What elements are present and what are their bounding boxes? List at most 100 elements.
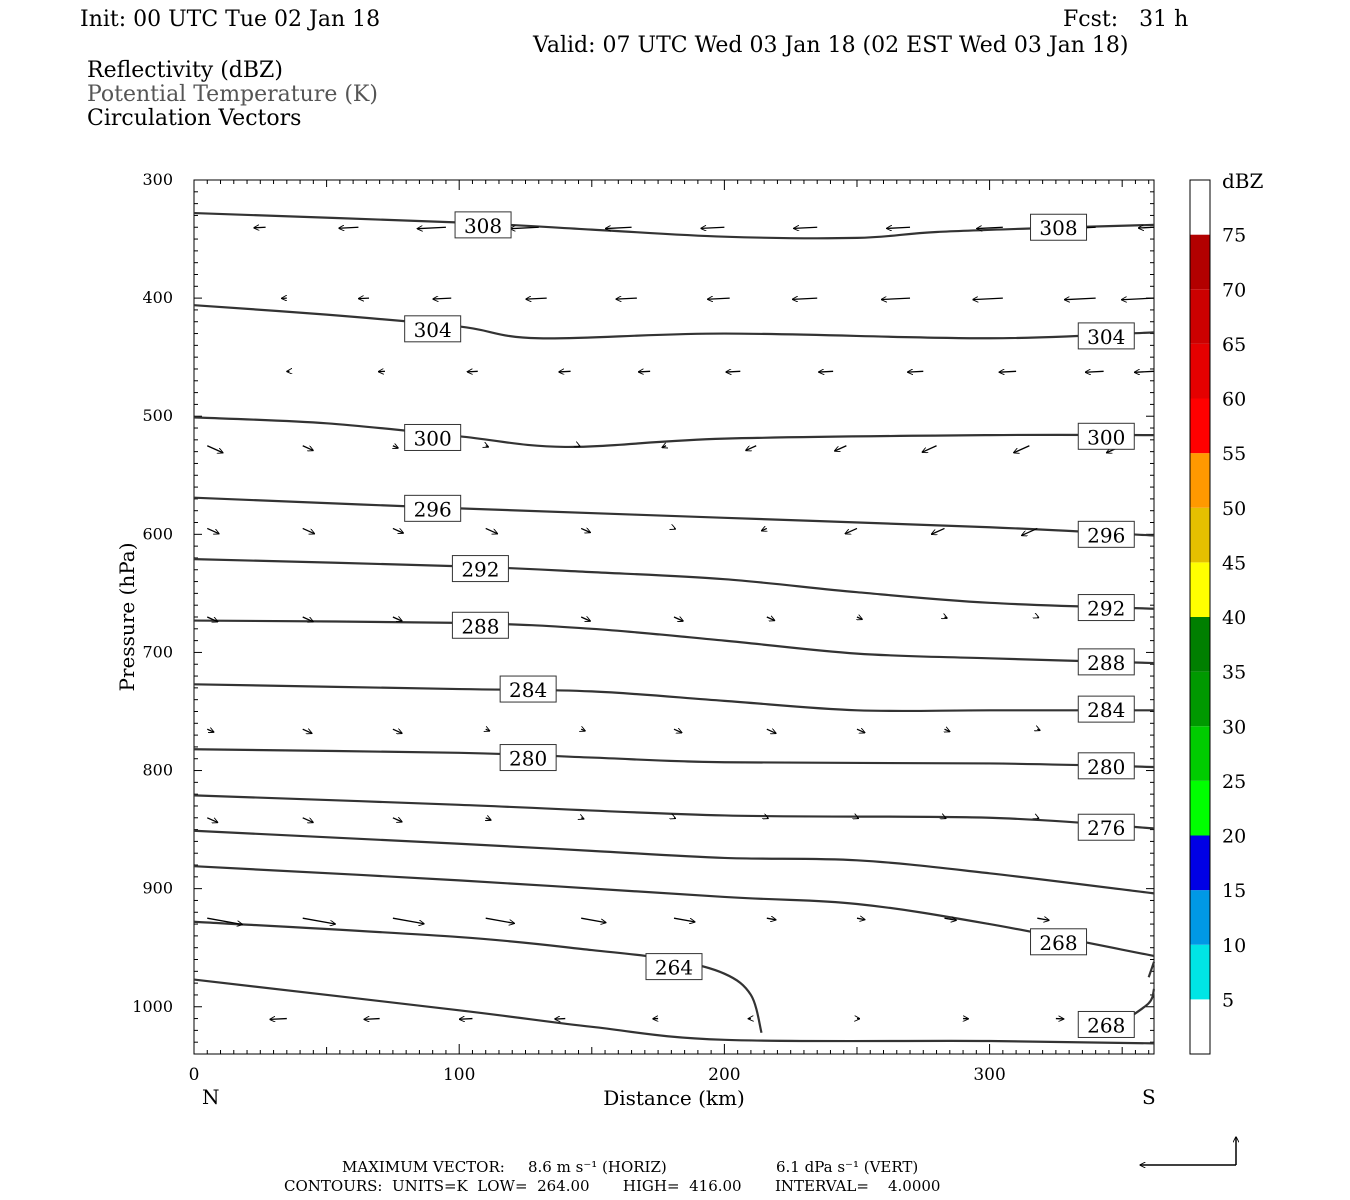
circulation-vector xyxy=(856,918,865,919)
circulation-vector xyxy=(673,917,695,922)
field-reflectivity: Reflectivity (dBZ) xyxy=(87,58,283,83)
contour-label-box xyxy=(451,555,509,583)
contour-label-box xyxy=(1077,648,1135,676)
circulation-vector xyxy=(555,1019,566,1020)
contour-label: 280 xyxy=(509,747,547,771)
contour-label-box xyxy=(1077,1010,1135,1038)
colorbar-tick-label: 70 xyxy=(1222,279,1246,301)
circulation-vector xyxy=(1085,371,1104,372)
colorbar xyxy=(1189,179,1211,1055)
contour-label: 284 xyxy=(1087,698,1125,722)
contour-label-box xyxy=(1077,422,1135,450)
circulation-vector xyxy=(206,527,219,533)
circulation-vector xyxy=(459,1019,473,1020)
contour-label: 264 xyxy=(655,956,693,980)
circulation-vector xyxy=(486,446,489,447)
colorbar-tick-label: 60 xyxy=(1222,389,1246,411)
contour-label: 284 xyxy=(509,678,547,702)
contour-label-box xyxy=(645,953,703,981)
circulation-vector xyxy=(302,729,312,733)
circulation-vector xyxy=(364,1019,380,1020)
colorbar-segment xyxy=(1190,343,1210,399)
theta-contour-272 xyxy=(193,829,1155,895)
contour-label-box xyxy=(499,744,557,772)
circulation-vector xyxy=(580,528,590,532)
south-label: S xyxy=(1142,1085,1156,1109)
colorbar-tick-label: 45 xyxy=(1222,552,1246,574)
contour-label: 308 xyxy=(464,214,502,238)
colorbar-tick-label: 15 xyxy=(1222,880,1246,902)
circulation-vector xyxy=(766,617,775,621)
circulation-vector xyxy=(1135,371,1155,372)
max-vector-horiz: 8.6 m s⁻¹ (HORIZ) xyxy=(528,1158,667,1176)
circulation-vector xyxy=(206,729,214,732)
contour-info: CONTOURS: UNITS=K LOW= 264.00 HIGH= 416.… xyxy=(284,1177,940,1195)
colorbar-segment xyxy=(1190,726,1210,781)
circulation-vector xyxy=(835,445,847,451)
circulation-vector xyxy=(486,729,490,731)
theta-contour-268 xyxy=(1147,961,1156,978)
contour-label-box xyxy=(404,494,462,522)
circulation-vector xyxy=(1037,617,1038,618)
colorbar-segment xyxy=(1190,507,1210,563)
y-tick-label: 600 xyxy=(142,524,173,543)
contour-label-box xyxy=(499,675,557,703)
contour-label: 304 xyxy=(1087,325,1125,349)
circulation-vector xyxy=(767,818,768,819)
circulation-vector xyxy=(392,729,402,733)
circulation-vector xyxy=(708,298,730,299)
contour-label: 292 xyxy=(1087,597,1125,621)
circulation-vector xyxy=(510,227,539,228)
circulation-vector xyxy=(393,446,398,448)
y-axis-title: Pressure (hPa) xyxy=(115,543,139,692)
y-tick-label: 400 xyxy=(142,288,173,307)
circulation-vector xyxy=(1014,445,1030,453)
theta-contour-308 xyxy=(193,211,1155,240)
circulation-vector xyxy=(467,371,478,372)
contour-label: 288 xyxy=(1087,651,1125,675)
colorbar-tick-label: 30 xyxy=(1222,716,1246,738)
contour-label-box xyxy=(1077,322,1135,350)
colorbar-segment xyxy=(1190,890,1210,945)
circulation-vector xyxy=(856,729,865,733)
contour-label: 268 xyxy=(1087,1013,1125,1037)
circulation-vector xyxy=(673,617,683,621)
circulation-vector xyxy=(433,298,452,299)
circulation-vector xyxy=(1064,298,1096,300)
circulation-vector xyxy=(766,729,776,733)
field-theta: Potential Temperature (K) xyxy=(87,82,378,107)
circulation-vector xyxy=(1122,298,1155,300)
circulation-vector xyxy=(254,227,266,228)
circulation-vector xyxy=(726,371,741,372)
circulation-vector xyxy=(392,617,402,621)
colorbar-tick-label: 5 xyxy=(1222,989,1234,1011)
contour-label: 304 xyxy=(414,318,452,342)
circulation-vector xyxy=(881,298,911,299)
y-tick-label: 800 xyxy=(142,761,173,780)
circulation-vector xyxy=(616,298,637,299)
circulation-vector xyxy=(207,917,242,924)
circulation-vector xyxy=(392,527,403,533)
y-tick-label: 700 xyxy=(142,642,173,661)
colorbar-segment xyxy=(1190,562,1210,617)
colorbar-unit: dBZ xyxy=(1222,169,1264,193)
circulation-vector xyxy=(944,617,947,618)
contour-label-box xyxy=(1030,928,1088,956)
colorbar-tick-label: 75 xyxy=(1222,225,1246,247)
colorbar-segment xyxy=(1190,617,1210,672)
circulation-vector xyxy=(638,371,651,372)
colorbar-segment xyxy=(1190,835,1210,891)
x-tick-label: 300 xyxy=(973,1065,1005,1085)
contour-label: 276 xyxy=(1087,816,1125,840)
circulation-vector xyxy=(1022,527,1038,535)
colorbar-segment xyxy=(1190,453,1210,508)
circulation-vector xyxy=(559,371,571,372)
circulation-vector xyxy=(793,298,818,299)
theta-contour-280 xyxy=(193,748,1155,769)
circulation-vector xyxy=(973,298,1003,299)
circulation-vector xyxy=(302,917,336,924)
contour-label-box xyxy=(1077,813,1135,841)
theta-contour-268 xyxy=(193,865,1155,958)
circulation-vector xyxy=(206,817,217,823)
